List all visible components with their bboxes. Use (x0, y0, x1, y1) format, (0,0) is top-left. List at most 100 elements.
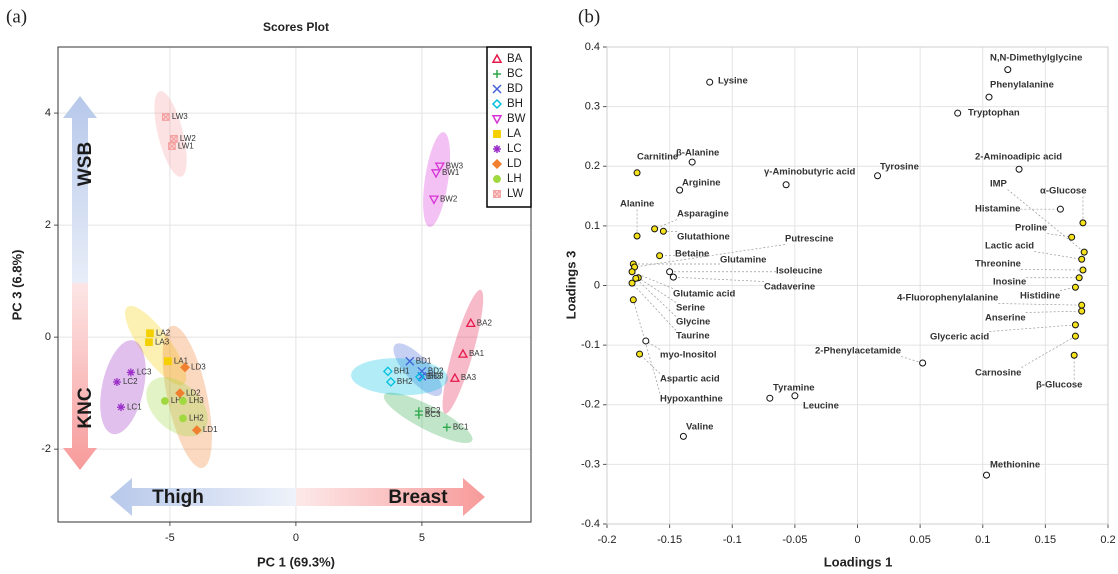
point-label: BW3 (446, 161, 464, 170)
leader-line (998, 303, 1082, 306)
data-point (465, 317, 476, 327)
leader-line (634, 244, 786, 268)
point-label: LC1 (127, 402, 142, 411)
data-point (164, 357, 172, 366)
data-point (126, 368, 135, 377)
plot-background (58, 47, 531, 522)
data-point (1078, 255, 1086, 263)
data-point (633, 232, 641, 240)
data-point (632, 274, 640, 282)
legend-marker (491, 53, 503, 63)
confidence-ellipse (423, 132, 451, 228)
confidence-ellipse (351, 358, 449, 396)
point-label: Methionine (990, 460, 1040, 471)
legend-marker (493, 130, 501, 138)
legend-label: BA (507, 53, 523, 65)
legend-label: BH (507, 98, 523, 110)
legend-marker (493, 145, 501, 153)
y-tick-label: 0 (594, 279, 600, 291)
point-label: BA3 (461, 373, 477, 382)
point-label: Phenylalanine (990, 80, 1054, 91)
point-label: β-Glucose (1036, 380, 1082, 391)
point-label: Taurine (676, 331, 710, 342)
data-point (1075, 274, 1083, 282)
point-label: myo-Inositol (660, 350, 716, 361)
point-label: Lysine (718, 76, 748, 87)
legend-label: BW (507, 113, 526, 125)
data-point (1004, 66, 1012, 74)
data-point (1071, 332, 1079, 340)
point-label: BC2 (425, 406, 441, 415)
point-label: BD2 (428, 366, 444, 375)
point-label: Arginine (682, 178, 721, 189)
leader-line (673, 276, 765, 282)
point-label: BW2 (440, 194, 458, 203)
leader-line (631, 282, 677, 331)
confidence-ellipse (393, 343, 443, 397)
y-tick-label: -2 (41, 443, 51, 455)
y-axis-label: Loadings 3 (563, 251, 578, 320)
data-point (180, 362, 190, 373)
point-label: Serine (676, 303, 705, 314)
data-point (628, 268, 636, 276)
data-point (666, 268, 674, 276)
data-point (112, 377, 121, 386)
x-tick-label: -0.1 (723, 534, 742, 546)
point-label: BH2 (397, 377, 413, 386)
point-label: BC3 (425, 410, 441, 419)
point-label: β-Alanine (676, 148, 719, 159)
data-point (983, 471, 991, 479)
point-label: Glutathione (677, 232, 730, 243)
data-point (428, 195, 440, 205)
data-point (191, 425, 202, 436)
data-point (179, 414, 187, 423)
point-label: Alanine (620, 199, 654, 210)
point-label: BH3 (426, 372, 442, 381)
confidence-ellipse (442, 289, 484, 414)
point-label: Lactic acid (985, 241, 1034, 252)
data-point (430, 169, 442, 179)
y-tick-label: -0.4 (581, 518, 600, 530)
leader-line (1047, 233, 1072, 238)
y-tick-label: 4 (45, 107, 51, 119)
data-point (146, 329, 154, 338)
point-label: Tyramine (773, 383, 815, 394)
data-point (175, 388, 185, 399)
point-label: Carnosine (975, 368, 1021, 379)
data-point (1015, 165, 1023, 173)
point-label: IMP (990, 179, 1008, 190)
plot-frame (606, 46, 1109, 525)
x-axis-label: PC 1 (69.3%) (257, 554, 335, 569)
leader-line (654, 219, 678, 230)
annotation: Thigh (152, 487, 204, 508)
point-label: LA1 (174, 356, 189, 365)
point-label: LW3 (172, 112, 188, 121)
data-point (656, 252, 664, 260)
point-label: Hypoxanthine (660, 394, 723, 405)
point-label: Tyrosine (880, 162, 919, 173)
data-point (1078, 301, 1086, 309)
point-label: BH1 (394, 366, 410, 375)
leader-lines (631, 189, 1085, 394)
data-point (676, 186, 684, 194)
point-label: Histidine (1020, 291, 1060, 302)
y-tick-label: 2 (45, 219, 51, 231)
data-point (116, 403, 125, 412)
data-point (633, 169, 641, 177)
point-label: Inosine (993, 277, 1026, 288)
data-point (1071, 321, 1079, 329)
point-label: Asparagine (677, 209, 729, 220)
point-label: LC2 (123, 377, 138, 386)
point-label: Aspartic acid (660, 374, 720, 385)
point-label: Valine (686, 422, 713, 433)
arrow-down (63, 283, 97, 470)
leader-line (639, 353, 661, 374)
x-tick-label: 0.1 (975, 534, 990, 546)
data-point (414, 372, 425, 382)
data-point (1071, 283, 1079, 291)
point-label: LD3 (191, 363, 206, 372)
annotation: Breast (388, 487, 448, 508)
legend-marker (491, 115, 503, 125)
y-axis-label: PC 3 (6.8%) (9, 250, 24, 321)
